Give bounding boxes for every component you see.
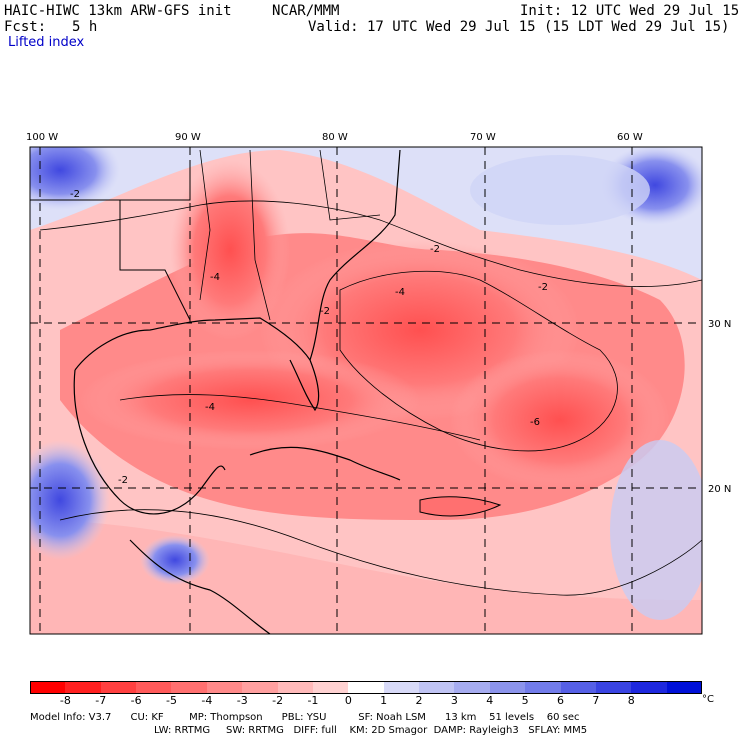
contour-label: -4: [205, 402, 215, 413]
legend-swatch: [206, 681, 243, 694]
legend-swatch: [312, 681, 349, 694]
init-time: Init: 12 UTC Wed 29 Jul 15: [520, 3, 740, 19]
legend-tick-label: -4: [201, 694, 213, 707]
model-info-line-1: Model Info: V3.7 CU: KF MP: Thompson PBL…: [30, 712, 580, 723]
legend-swatch: [242, 681, 279, 694]
legend-tick-label: -1: [307, 694, 319, 707]
legend-tick-label: -8: [59, 694, 71, 707]
org-label: NCAR/MMM: [272, 3, 340, 19]
legend-swatch: [489, 681, 526, 694]
legend-tick-label: 0: [344, 694, 352, 707]
lat-label: 30 N: [708, 319, 731, 330]
contour-label: -2: [538, 282, 548, 293]
lon-label: 60 W: [617, 132, 643, 143]
legend-swatch: [171, 681, 208, 694]
legend-swatch: [383, 681, 420, 694]
legend-swatch: [666, 681, 703, 694]
valid-time: Valid: 17 UTC Wed 29 Jul 15 (15 LDT Wed …: [308, 19, 730, 35]
legend-swatch: [277, 681, 314, 694]
legend-swatch: [525, 681, 562, 694]
legend-unit: °C: [702, 694, 714, 705]
contour-label: -4: [210, 272, 220, 283]
legend-tick-label: 4: [486, 694, 494, 707]
legend-swatch: [100, 681, 137, 694]
field-name: Lifted index: [8, 35, 85, 50]
legend-swatch: [30, 681, 66, 694]
lat-label: 20 N: [708, 484, 731, 495]
lon-label: 100 W: [26, 132, 58, 143]
legend-swatch: [454, 681, 491, 694]
legend-swatch: [595, 681, 632, 694]
map-frame: [29, 146, 703, 635]
legend-swatch: [348, 681, 385, 694]
legend-tick-label: -3: [236, 694, 248, 707]
contour-label: -2: [430, 244, 440, 255]
model-title: HAIC-HIWC 13km ARW-GFS init: [4, 3, 232, 19]
legend-tick-label: -5: [165, 694, 177, 707]
legend-tick-label: 1: [380, 694, 388, 707]
forecast-hour: 5 h: [72, 19, 98, 35]
contour-label: -6: [530, 417, 540, 428]
legend-swatch: [419, 681, 455, 694]
forecast-label: Fcst:: [4, 19, 47, 35]
legend-tick-label: -7: [95, 694, 107, 707]
contour-label: -2: [118, 475, 128, 486]
model-info-line-2: LW: RRTMG SW: RRTMG DIFF: full KM: 2D Sm…: [154, 725, 588, 736]
legend-swatch: [631, 681, 668, 694]
lon-label: 70 W: [470, 132, 496, 143]
legend-swatch: [65, 681, 102, 694]
contour-label: -4: [395, 287, 405, 298]
contour-label: -2: [320, 306, 330, 317]
legend-tick-label: -6: [130, 694, 142, 707]
legend-tick-label: 3: [450, 694, 458, 707]
lon-label: 80 W: [322, 132, 348, 143]
legend-tick-label: -2: [272, 694, 284, 707]
legend-tick-label: 2: [415, 694, 423, 707]
legend-tick-label: 7: [592, 694, 600, 707]
legend-frame: [30, 681, 702, 694]
legend-tick-label: 5: [521, 694, 529, 707]
legend-tick-label: 6: [557, 694, 565, 707]
legend-tick-label: 8: [627, 694, 635, 707]
legend-swatch: [560, 681, 597, 694]
legend-swatch: [136, 681, 172, 694]
contour-label: -2: [70, 189, 80, 200]
shaded-field: [30, 147, 702, 634]
lon-label: 90 W: [175, 132, 201, 143]
